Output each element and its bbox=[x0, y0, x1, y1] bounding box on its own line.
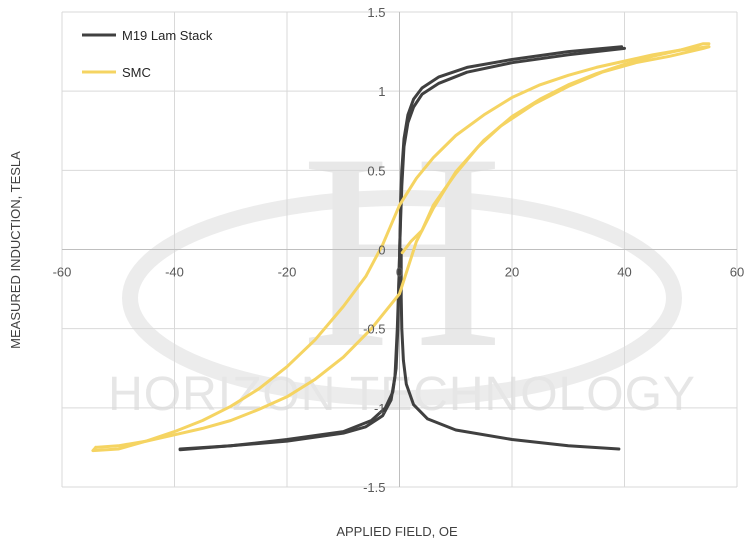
y-tick-label: 0 bbox=[378, 243, 385, 258]
x-axis-title: APPLIED FIELD, OE bbox=[336, 524, 458, 539]
y-tick-label: -0.5 bbox=[363, 322, 385, 337]
x-tick-label: 20 bbox=[505, 265, 519, 280]
y-tick-label: 1.5 bbox=[367, 5, 385, 20]
x-tick-label: -40 bbox=[165, 265, 184, 280]
y-tick-label: -1.5 bbox=[363, 480, 385, 495]
series-group bbox=[91, 42, 711, 453]
x-tick-label: 40 bbox=[617, 265, 631, 280]
series-line bbox=[91, 42, 711, 453]
watermark-text: HORIZON TECHNOLOGY bbox=[108, 368, 696, 421]
series-smc bbox=[91, 42, 711, 453]
x-tick-label: -60 bbox=[53, 265, 72, 280]
series-line bbox=[94, 45, 711, 449]
y-tick-label: 1 bbox=[378, 84, 385, 99]
legend-label: M19 Lam Stack bbox=[122, 28, 213, 43]
x-tick-label: -20 bbox=[278, 265, 297, 280]
x-tick-label: 60 bbox=[730, 265, 744, 280]
legend-label: SMC bbox=[122, 65, 151, 80]
tick-labels: -60 -40 -20 0 20 40 60 -1.5 -1 -0.5 0 0.5 1 1.5 bbox=[53, 5, 745, 495]
y-tick-label: -1 bbox=[374, 401, 386, 416]
series-line bbox=[178, 45, 624, 452]
y-tick-label: 0.5 bbox=[367, 163, 385, 178]
x-tick-label: 0 bbox=[396, 265, 403, 280]
legend: M19 Lam Stack SMC bbox=[82, 28, 213, 80]
y-axis-title: MEASURED INDUCTION, TESLA bbox=[8, 151, 23, 349]
